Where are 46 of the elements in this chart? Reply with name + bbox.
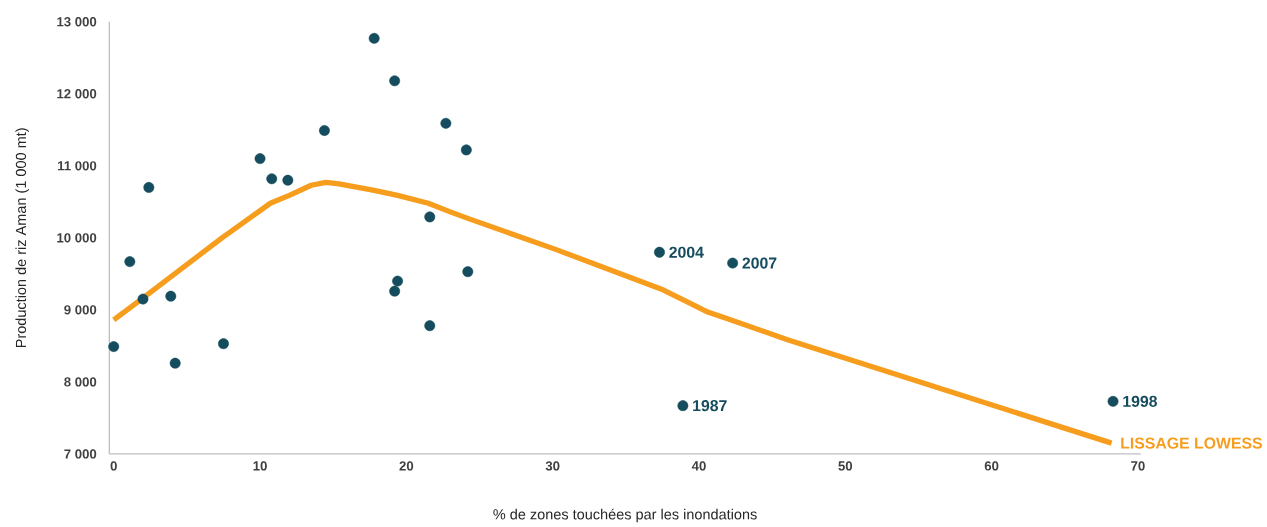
point	[108, 341, 120, 353]
point	[440, 118, 452, 129]
point	[1107, 396, 1119, 407]
x-tick-label: 50	[838, 461, 853, 471]
point	[368, 33, 380, 44]
annotation: 2004	[669, 246, 704, 258]
y-tick-label: 9 000	[64, 305, 97, 315]
point	[124, 256, 136, 268]
point	[169, 357, 181, 369]
x-axis-title: % de zones touchées par les inondations	[493, 508, 757, 523]
x-tick-label: 20	[399, 461, 414, 471]
y-tick-label: 7 000	[64, 449, 97, 459]
x-tick-label: 0	[110, 461, 117, 471]
point	[727, 257, 739, 269]
point	[137, 293, 149, 305]
x-tick-label: 70	[1131, 461, 1145, 471]
point	[424, 211, 436, 223]
y-tick-label: 12 000	[57, 89, 97, 99]
point	[319, 125, 330, 137]
point	[460, 144, 472, 156]
point	[389, 285, 401, 297]
y-tick-label: 8 000	[64, 377, 97, 387]
point	[392, 275, 403, 287]
point	[424, 320, 436, 332]
y-tick-label: 10 000	[57, 233, 97, 243]
y-tick-label: 11 000	[57, 161, 97, 171]
point	[165, 290, 177, 302]
point	[389, 75, 401, 87]
point	[143, 182, 155, 193]
x-tick-label: 40	[691, 461, 706, 471]
annotation: 2007	[742, 257, 777, 269]
y-tick-label: 13 000	[57, 17, 97, 27]
point	[282, 174, 294, 186]
annotation: 1987	[693, 400, 727, 412]
point	[462, 266, 474, 278]
x-tick-label: 10	[253, 461, 267, 471]
point	[677, 400, 689, 412]
point	[254, 153, 266, 165]
point	[654, 246, 665, 258]
point	[218, 338, 229, 350]
x-tick-label: 30	[545, 461, 560, 471]
annotation: 1998	[1123, 395, 1158, 408]
y-axis-title: Production de riz Aman (1 000 mt)	[15, 128, 29, 348]
point	[266, 173, 278, 185]
series-label: LISSAGE LOWESS	[1121, 437, 1262, 449]
x-tick-label: 60	[984, 461, 999, 471]
